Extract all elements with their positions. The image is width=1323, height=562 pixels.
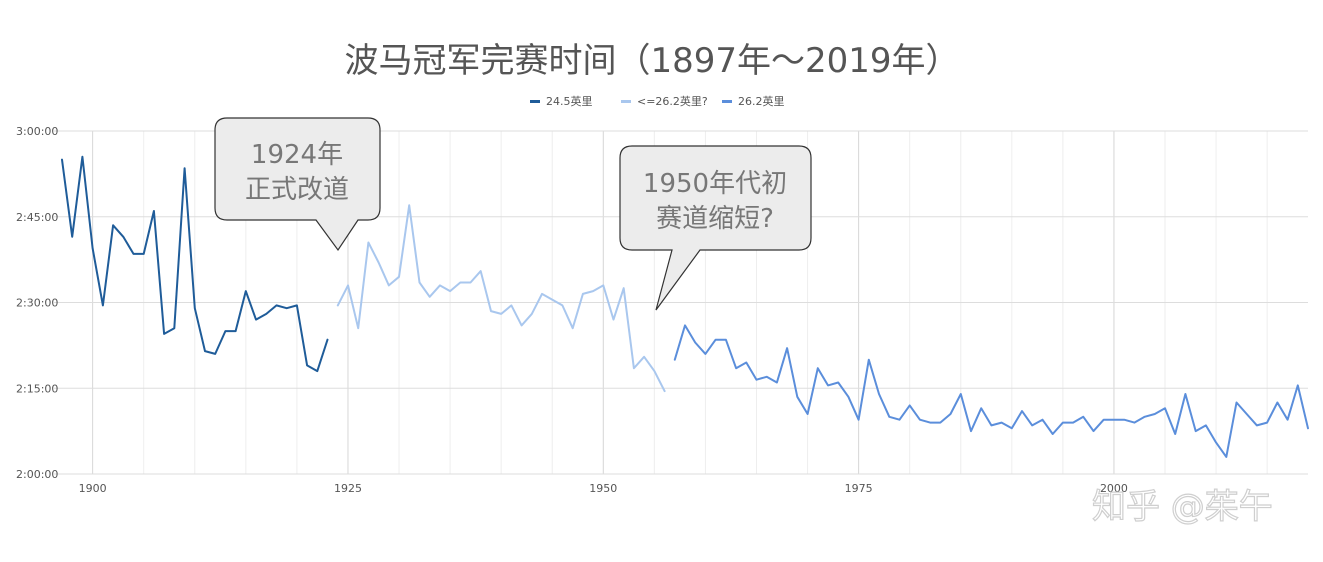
annotation-callout-1924: 1924年 正式改道 bbox=[214, 117, 381, 252]
callout-1924-line-2: 正式改道 bbox=[245, 175, 349, 205]
legend-swatch-2 bbox=[621, 100, 631, 103]
x-tick-label: 1925 bbox=[334, 482, 362, 495]
series-line-1 bbox=[61, 155, 329, 373]
callout-bubble-1924 bbox=[214, 117, 381, 252]
legend-label-2: <=26.2英里? bbox=[637, 94, 708, 108]
x-tick-label: 1975 bbox=[845, 482, 873, 495]
series-lines bbox=[61, 155, 1309, 458]
legend-swatch-3 bbox=[722, 100, 732, 103]
legend: 24.5英里 <=26.2英里? 26.2英里 bbox=[530, 94, 785, 108]
y-tick-label: 2:00:00 bbox=[16, 468, 58, 481]
y-tick-label: 3:00:00 bbox=[16, 125, 58, 138]
x-tick-label: 1950 bbox=[589, 482, 617, 495]
callout-1950s-line-2: 赛道缩短? bbox=[656, 204, 774, 234]
legend-label-3: 26.2英里 bbox=[738, 94, 785, 108]
watermark-text: 知乎 @茱午 bbox=[1092, 487, 1273, 527]
legend-label-1: 24.5英里 bbox=[546, 94, 593, 108]
x-axis-ticks: 1900 1925 1950 1975 2000 bbox=[79, 482, 1128, 495]
y-axis-ticks: 2:00:00 2:15:00 2:30:00 2:45:00 3:00:00 bbox=[16, 125, 58, 481]
y-tick-label: 2:15:00 bbox=[16, 382, 58, 395]
annotation-callout-1950s: 1950年代初 赛道缩短? bbox=[619, 145, 812, 311]
x-tick-label: 2000 bbox=[1100, 482, 1128, 495]
x-tick-label: 1900 bbox=[79, 482, 107, 495]
callout-1950s-line-1: 1950年代初 bbox=[643, 169, 787, 199]
chart-title: 波马冠军完赛时间（1897年～2019年） bbox=[344, 41, 959, 81]
series-line-3 bbox=[673, 324, 1309, 458]
callout-1924-line-1: 1924年 bbox=[251, 140, 343, 170]
series-line-2 bbox=[336, 204, 666, 393]
y-tick-label: 2:45:00 bbox=[16, 211, 58, 224]
callout-bubble-1950s bbox=[619, 145, 812, 311]
legend-swatch-1 bbox=[530, 100, 540, 103]
y-tick-label: 2:30:00 bbox=[16, 297, 58, 310]
